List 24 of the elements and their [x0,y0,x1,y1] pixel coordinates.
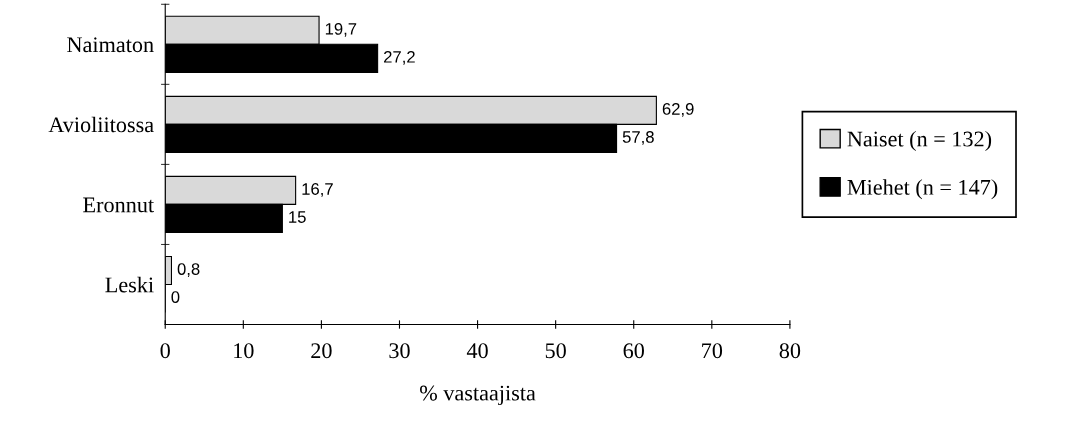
data-label: 57,8 [622,131,654,145]
data-label: 19,7 [325,22,357,37]
x-tick-label: 30 [389,343,410,359]
x-tick-label: 60 [623,343,644,359]
x-tick-label: 80 [779,343,801,359]
data-label: 27,2 [384,50,415,65]
x-tick-label: 40 [466,343,488,359]
x-tick-label: 10 [234,343,254,359]
x-tick-label: 50 [545,343,566,359]
x-tick-label: 0 [160,343,170,359]
y-tick-label: Naimaton [67,37,154,53]
legend-label: Naiset (n = 132) [847,130,992,152]
y-tick-label: Avioliitossa [48,116,154,133]
x-tick-label: 70 [702,343,723,359]
x-axis-title: % vastaajista [420,385,536,406]
data-label: 0 [171,291,180,303]
legend-label: Miehet (n = 147) [847,179,998,200]
x-tick-label: 20 [311,343,332,359]
y-tick-label: Eronnut [83,197,154,213]
data-label: 62,9 [662,103,694,117]
data-label: 15 [289,211,306,223]
data-label: 16,7 [302,183,333,197]
data-label: 0,8 [177,263,200,277]
y-tick-label: Leski [105,276,154,293]
